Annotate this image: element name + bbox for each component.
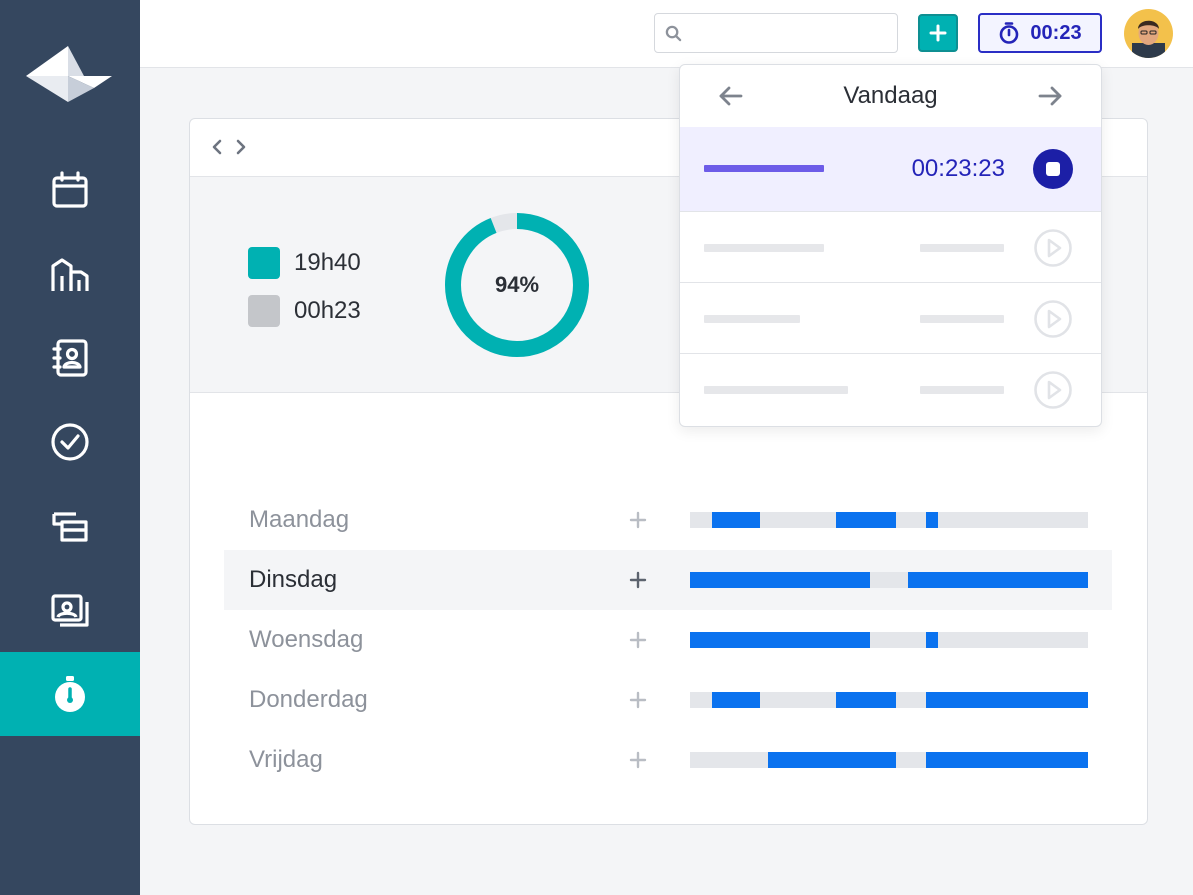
- timeline-segment[interactable]: [690, 632, 870, 648]
- entry-description-placeholder: [704, 244, 824, 252]
- entry-description-placeholder: [704, 386, 848, 394]
- timeline-segment[interactable]: [836, 692, 897, 708]
- timer-entry-running[interactable]: 00:23:23: [680, 127, 1101, 211]
- add-entry-icon[interactable]: [628, 750, 648, 770]
- check-circle-icon: [51, 423, 89, 461]
- legend-swatch: [248, 247, 280, 279]
- day-row: Donderdag: [224, 670, 1112, 730]
- search-icon: [665, 25, 682, 42]
- legend-label: 19h40: [294, 249, 361, 276]
- timer-entry[interactable]: [680, 211, 1101, 283]
- donut-progress-arc: [445, 213, 589, 357]
- card-header: [190, 119, 1147, 177]
- dropdown-title: Vandaag: [843, 82, 938, 109]
- day-timeline[interactable]: [690, 692, 1088, 708]
- dropdown-header: Vandaag: [680, 65, 1101, 127]
- timeline-segment[interactable]: [926, 632, 938, 648]
- day-timeline[interactable]: [690, 632, 1088, 648]
- sidebar-item-organisations[interactable]: [0, 232, 140, 316]
- add-entry-icon[interactable]: [628, 690, 648, 710]
- timeline-segment[interactable]: [926, 512, 938, 528]
- day-label: Maandag: [249, 506, 350, 533]
- entry-description-placeholder: [704, 165, 824, 172]
- calendar-icon: [52, 171, 88, 208]
- timer-entry[interactable]: [680, 353, 1101, 425]
- contacts-icon: [52, 339, 88, 377]
- day-timeline[interactable]: [690, 512, 1088, 528]
- user-avatar-image: [1124, 9, 1173, 58]
- buildings-icon: [51, 258, 89, 291]
- add-entry-icon[interactable]: [628, 570, 648, 590]
- chevron-right-icon[interactable]: [232, 137, 250, 157]
- sidebar: [0, 0, 140, 895]
- day-row: Dinsdag: [224, 550, 1112, 610]
- day-label: Donderdag: [249, 686, 368, 713]
- timeline-segment[interactable]: [768, 752, 897, 768]
- add-entry-icon[interactable]: [628, 630, 648, 650]
- day-row: Woensdag: [224, 610, 1112, 670]
- paper-plane-logo[interactable]: [26, 46, 112, 102]
- arrow-left-icon[interactable]: [718, 85, 744, 107]
- running-timer-button[interactable]: 00:23: [978, 13, 1102, 53]
- entry-time-placeholder: [920, 315, 1004, 323]
- timer-dropdown: Vandaag 00:23:23: [679, 64, 1102, 427]
- entry-description-placeholder: [704, 315, 800, 323]
- chevron-left-icon[interactable]: [208, 137, 226, 157]
- legend-swatch: [248, 295, 280, 327]
- day-label: Vrijdag: [249, 746, 323, 773]
- day-label: Woensdag: [249, 626, 364, 653]
- progress-donut: [445, 213, 589, 357]
- timeline-segment[interactable]: [690, 572, 870, 588]
- legend-item-tracked: 19h40: [248, 247, 361, 279]
- sidebar-item-contacts[interactable]: [0, 316, 140, 400]
- play-icon[interactable]: [1033, 299, 1073, 339]
- search-input[interactable]: [654, 13, 898, 53]
- day-label: Dinsdag: [249, 566, 338, 593]
- running-timer-value: 00:23: [1030, 21, 1082, 44]
- entry-time: 00:23:23: [911, 155, 1005, 182]
- sidebar-item-projects[interactable]: [0, 484, 140, 568]
- entry-time-placeholder: [920, 244, 1004, 252]
- avatar[interactable]: [1124, 9, 1173, 58]
- timer-entry[interactable]: [680, 282, 1101, 354]
- play-icon[interactable]: [1033, 228, 1073, 268]
- timeline-segment[interactable]: [836, 512, 897, 528]
- legend-label: 00h23: [294, 297, 361, 324]
- sidebar-item-tasks[interactable]: [0, 400, 140, 484]
- sidebar-item-invoices[interactable]: [0, 568, 140, 652]
- day-timeline[interactable]: [690, 572, 1088, 588]
- timeline-segment[interactable]: [926, 752, 1088, 768]
- day-row: Maandag: [224, 490, 1112, 550]
- play-icon[interactable]: [1033, 370, 1073, 410]
- stopwatch-icon: [55, 676, 85, 712]
- add-button[interactable]: [918, 14, 958, 52]
- sidebar-item-calendar[interactable]: [0, 148, 140, 232]
- timeline-segment[interactable]: [926, 692, 1088, 708]
- timeline-segment[interactable]: [711, 512, 760, 528]
- stopwatch-icon: [1000, 22, 1019, 44]
- entry-time-placeholder: [920, 386, 1004, 394]
- plus-icon: [929, 24, 947, 42]
- add-entry-icon[interactable]: [628, 510, 648, 530]
- progress-percent: 94%: [494, 272, 540, 297]
- arrow-right-icon[interactable]: [1037, 85, 1063, 107]
- legend-item-running: 00h23: [248, 295, 361, 327]
- stop-button[interactable]: [1033, 149, 1073, 189]
- timeline-segment[interactable]: [908, 572, 1088, 588]
- sidebar-item-timer[interactable]: [0, 652, 140, 736]
- day-row: Vrijdag: [224, 730, 1112, 790]
- day-timeline[interactable]: [690, 752, 1088, 768]
- stop-icon: [1046, 162, 1060, 176]
- stack-icon: [52, 512, 88, 542]
- invoice-icon: [51, 594, 89, 627]
- timeline-segment[interactable]: [711, 692, 760, 708]
